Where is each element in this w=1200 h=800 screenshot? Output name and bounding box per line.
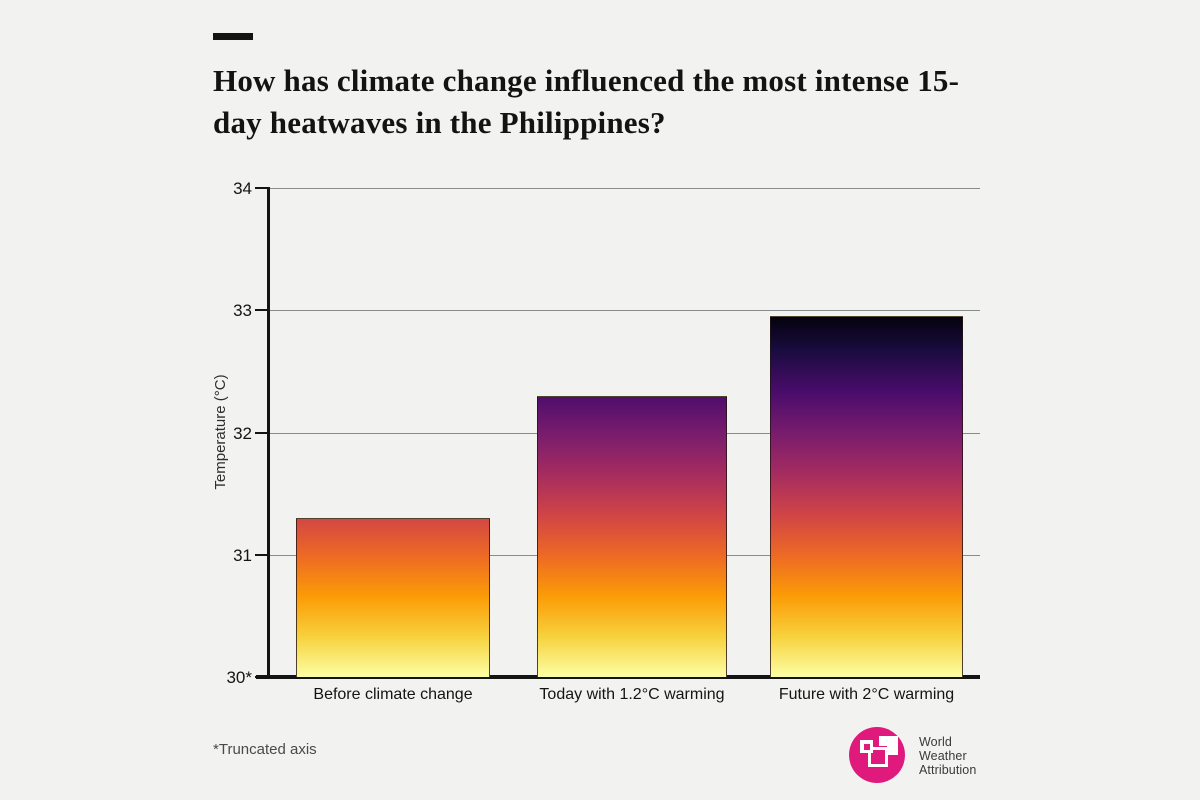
y-tick-33 xyxy=(255,309,270,312)
y-tick-32 xyxy=(255,431,270,434)
y-tick-label-30: 30* xyxy=(226,668,252,687)
plot-area: 34 33 32 31 30* Before climate change Today wi… xyxy=(226,180,980,703)
logo-text-line: World xyxy=(919,735,952,749)
y-tick-30 xyxy=(255,676,270,678)
y-tick-label-33: 33 xyxy=(233,301,252,321)
world-weather-attribution-logo-icon xyxy=(849,727,905,783)
y-tick-31 xyxy=(255,553,270,556)
y-tick-label-32: 32 xyxy=(233,423,252,443)
x-tick-label-before-climate-change: Before climate change xyxy=(313,686,473,703)
bar-before-climate-change xyxy=(296,518,490,677)
x-tick-label-future-with-2-c-warming: Future with 2°C warming xyxy=(778,686,955,703)
y-tick-label-34: 34 xyxy=(233,179,252,198)
logo-text-line: Weather xyxy=(919,749,967,763)
x-axis-line xyxy=(256,675,980,679)
world-weather-attribution-logo-text: World Weather Attribution xyxy=(919,735,976,777)
page-title: How has climate change influenced the mo… xyxy=(213,63,960,141)
truncated-axis-footnote: *Truncated axis xyxy=(213,741,317,758)
y-tick-label-31: 31 xyxy=(233,545,252,565)
logo-text-line: Attribution xyxy=(919,763,977,777)
title-accent-dash xyxy=(213,33,253,40)
bar-today-with-1-2-c-warming xyxy=(537,395,727,677)
gridline-33 xyxy=(270,310,980,312)
bar-future-with-2-c-warming xyxy=(770,316,963,677)
gridline-34 xyxy=(270,188,980,189)
y-tick-34 xyxy=(255,187,270,189)
x-tick-label-today-with-1-2-c-warming: Today with 1.2°C warming xyxy=(539,686,725,703)
